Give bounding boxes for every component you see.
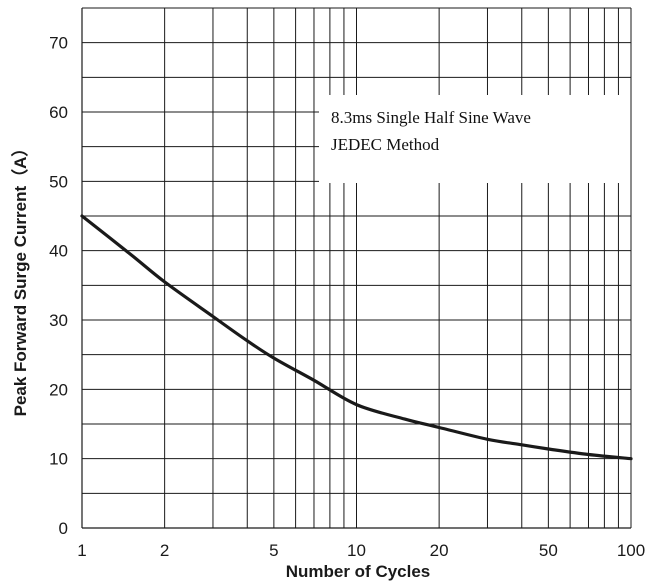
data-point-14 <box>630 457 633 460</box>
data-point-7 <box>355 403 358 406</box>
x-tick-100: 100 <box>617 541 645 560</box>
x-tick-10: 10 <box>347 541 366 560</box>
data-point-9 <box>438 426 441 429</box>
data-point-1 <box>129 253 132 256</box>
data-point-5 <box>272 357 275 360</box>
y-tick-0: 0 <box>59 519 68 538</box>
data-point-10 <box>486 438 489 441</box>
annotation-line-1: 8.3ms Single Half Sine Wave <box>331 108 531 127</box>
annotation-line-2: JEDEC Method <box>331 135 440 154</box>
x-tick-20: 20 <box>430 541 449 560</box>
x-tick-1: 1 <box>77 541 86 560</box>
grid-lines <box>82 8 631 528</box>
x-tick-5: 5 <box>269 541 278 560</box>
data-point-6 <box>312 379 315 382</box>
x-axis-label: Number of Cycles <box>286 562 431 581</box>
data-point-4 <box>246 339 249 342</box>
data-point-13 <box>587 453 590 456</box>
plot-frame <box>81 7 632 529</box>
y-tick-50: 50 <box>49 172 68 191</box>
x-tick-labels: 1 2 5 10 20 50 100 <box>77 541 645 560</box>
y-axis-label: Peak Forward Surge Current（A） <box>10 140 30 417</box>
data-point-8 <box>403 418 406 421</box>
data-point-3 <box>211 315 214 318</box>
series-line <box>80 214 633 461</box>
y-tick-60: 60 <box>49 103 68 122</box>
x-tick-50: 50 <box>539 541 558 560</box>
y-tick-30: 30 <box>49 311 68 330</box>
y-tick-labels: 0 10 20 30 40 50 60 70 <box>49 34 68 538</box>
data-point-12 <box>547 447 550 450</box>
data-point-0 <box>81 215 84 218</box>
y-tick-20: 20 <box>49 380 68 399</box>
y-tick-40: 40 <box>49 242 68 261</box>
data-point-2 <box>163 280 166 283</box>
y-tick-70: 70 <box>49 34 68 53</box>
data-point-11 <box>520 443 523 446</box>
y-tick-10: 10 <box>49 450 68 469</box>
x-tick-2: 2 <box>160 541 169 560</box>
annotation-box <box>319 95 631 183</box>
